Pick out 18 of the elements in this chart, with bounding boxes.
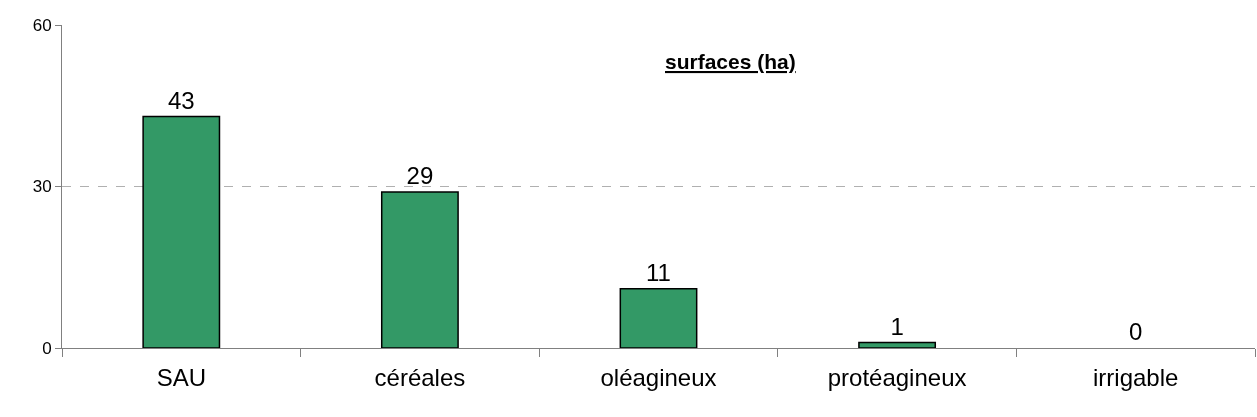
x-tick-label: SAU (156, 363, 206, 391)
data-label: 29 (406, 161, 434, 189)
data-label: 0 (1129, 318, 1143, 345)
bar (858, 341, 937, 348)
y-tick-label: 30 (32, 177, 52, 197)
y-tick-label: 0 (42, 338, 52, 358)
x-tick-label: céréales (374, 363, 466, 391)
bar (142, 115, 221, 348)
bar (619, 288, 698, 348)
x-tick-label: irrigable (1093, 363, 1179, 391)
data-label: 11 (646, 258, 671, 286)
x-tick-label: oléagineux (600, 363, 717, 391)
bar (380, 191, 459, 348)
x-tick-label: protéagineux (827, 363, 967, 391)
data-label: 1 (890, 312, 904, 340)
text: surfaces (ha) (665, 50, 796, 73)
y-tick-label: 60 (32, 15, 52, 35)
data-label: 43 (167, 86, 195, 114)
